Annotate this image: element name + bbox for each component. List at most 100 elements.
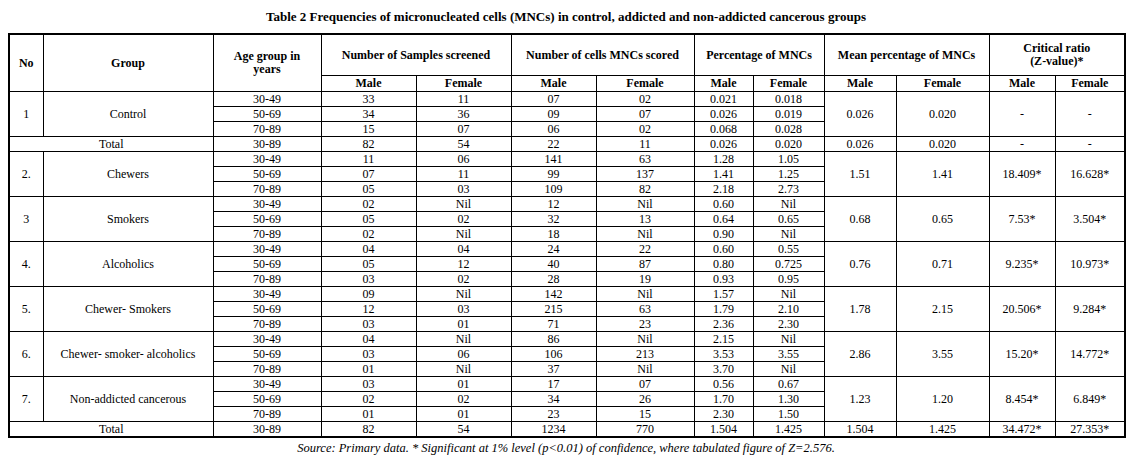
age-cell: 50-69 (213, 302, 321, 317)
value-cell: 22 (596, 242, 694, 257)
value-cell: 11 (416, 167, 511, 182)
age-cell: 30-49 (213, 197, 321, 212)
value-cell: 13 (596, 212, 694, 227)
age-cell: 50-69 (213, 107, 321, 122)
value-cell: 11 (596, 137, 694, 152)
summary-cell: 0.020 (896, 92, 989, 137)
age-cell: 70-89 (213, 182, 321, 197)
value-cell: 0.020 (753, 137, 824, 152)
value-cell: Nil (596, 332, 694, 347)
value-cell: 12 (416, 257, 511, 272)
age-cell: 30-49 (213, 242, 321, 257)
value-cell: 215 (511, 302, 596, 317)
value-cell: 1.05 (753, 152, 824, 167)
value-cell: 2.18 (694, 182, 753, 197)
frequencies-table: No Group Age group in years Number of Sa… (8, 33, 1126, 438)
value-cell: 01 (416, 317, 511, 332)
value-cell: 86 (511, 332, 596, 347)
value-cell: 0.93 (694, 272, 753, 287)
subheader-female: Female (596, 76, 694, 92)
value-cell: 23 (596, 317, 694, 332)
group-no: 5. (9, 287, 43, 332)
value-cell: 0.64 (694, 212, 753, 227)
value-cell: 82 (321, 422, 416, 438)
group-name: Control (43, 92, 213, 137)
source-footnote: Source: Primary data. * Significant at 1… (0, 441, 1132, 456)
value-cell: 01 (416, 377, 511, 392)
subheader-female: Female (1055, 76, 1125, 92)
summary-cell: 20.506* (989, 287, 1055, 332)
summary-cell: 1.20 (896, 377, 989, 422)
value-cell: 3.70 (694, 362, 753, 377)
value-cell: Nil (753, 287, 824, 302)
value-cell: 0.65 (753, 212, 824, 227)
value-cell: Nil (596, 362, 694, 377)
value-cell: 02 (321, 392, 416, 407)
value-cell: 12 (511, 197, 596, 212)
summary-cell: 6.849* (1055, 377, 1125, 422)
col-header-percentage: Percentage of MNCs (694, 34, 824, 76)
summary-cell: 0.71 (896, 242, 989, 287)
value-cell: 12 (321, 302, 416, 317)
age-cell: 70-89 (213, 407, 321, 422)
subheader-male: Male (511, 76, 596, 92)
col-header-samples-screened: Number of Samples screened (321, 34, 511, 76)
age-cell: 30-89 (213, 422, 321, 438)
value-cell: 0.60 (694, 242, 753, 257)
value-cell: 06 (416, 152, 511, 167)
value-cell: Nil (416, 227, 511, 242)
subheader-female: Female (416, 76, 511, 92)
value-cell: 0.026 (694, 137, 753, 152)
summary-cell: 8.454* (989, 377, 1055, 422)
group-no: 6. (9, 332, 43, 377)
value-cell: 2.36 (694, 317, 753, 332)
value-cell: 1.504 (824, 422, 896, 438)
age-row: 4.Alcoholics30-49040424220.600.550.760.7… (9, 242, 1125, 257)
value-cell: 01 (416, 407, 511, 422)
value-cell: Nil (753, 362, 824, 377)
value-cell: 54 (416, 422, 511, 438)
value-cell: 2.73 (753, 182, 824, 197)
age-cell: 70-89 (213, 227, 321, 242)
age-cell: 50-69 (213, 392, 321, 407)
value-cell: 1.57 (694, 287, 753, 302)
group-name: Chewer- Smokers (43, 287, 213, 332)
value-cell: 1.41 (694, 167, 753, 182)
total-label: Total (9, 137, 213, 152)
age-row: 1Control30-49331107020.0210.0180.0260.02… (9, 92, 1125, 107)
value-cell: 02 (416, 212, 511, 227)
value-cell: 141 (511, 152, 596, 167)
subheader-male: Male (989, 76, 1055, 92)
value-cell: 03 (321, 347, 416, 362)
age-cell: 70-89 (213, 122, 321, 137)
age-cell: 50-69 (213, 257, 321, 272)
value-cell: 07 (321, 167, 416, 182)
value-cell: 06 (511, 122, 596, 137)
value-cell: 07 (596, 377, 694, 392)
value-cell: 54 (416, 137, 511, 152)
value-cell: 05 (321, 182, 416, 197)
value-cell: 03 (321, 317, 416, 332)
value-cell: 106 (511, 347, 596, 362)
col-header-critical-ratio: Critical ratio (Z-value)* (989, 34, 1125, 76)
value-cell: 03 (416, 182, 511, 197)
subheader-female: Female (753, 76, 824, 92)
value-cell: 142 (511, 287, 596, 302)
age-cell: 50-69 (213, 212, 321, 227)
value-cell: Nil (596, 197, 694, 212)
value-cell: 34 (511, 392, 596, 407)
value-cell: 1.28 (694, 152, 753, 167)
col-header-no: No (9, 34, 43, 92)
value-cell: 05 (321, 257, 416, 272)
summary-cell: 3.504* (1055, 197, 1125, 242)
summary-cell: 16.628* (1055, 152, 1125, 197)
group-no: 1 (9, 92, 43, 137)
subheader-male: Male (824, 76, 896, 92)
age-cell: 70-89 (213, 272, 321, 287)
age-row: 3Smokers30-4902Nil12Nil0.60Nil0.680.657.… (9, 197, 1125, 212)
summary-cell: 2.86 (824, 332, 896, 377)
value-cell: 02 (416, 392, 511, 407)
group-name: Alcoholics (43, 242, 213, 287)
value-cell: 0.021 (694, 92, 753, 107)
value-cell: 11 (416, 92, 511, 107)
